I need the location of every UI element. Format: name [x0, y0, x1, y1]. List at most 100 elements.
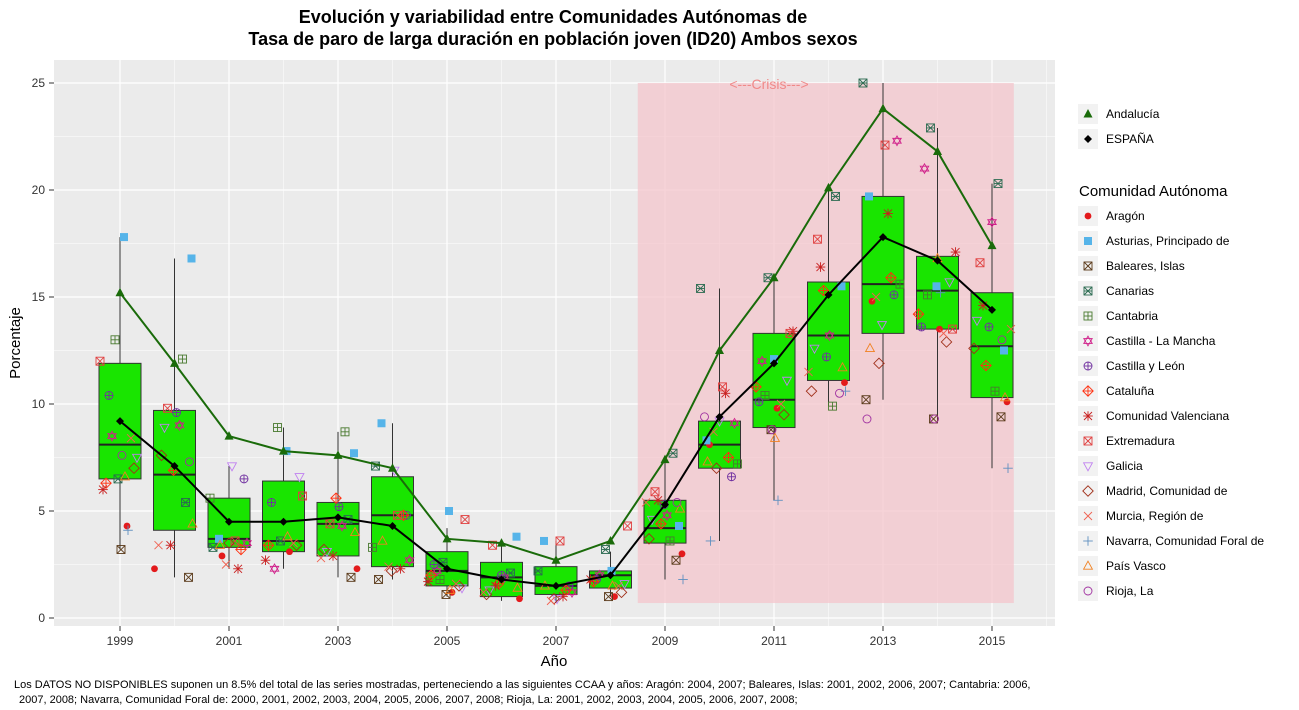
point-star6 — [107, 430, 117, 442]
legend-marker-dot — [1084, 212, 1092, 220]
point-boxcross — [113, 474, 123, 484]
series-marker-diamond — [497, 575, 506, 584]
x-tick-label: 2011 — [761, 634, 787, 648]
box-iqr — [861, 195, 905, 334]
point-circleplus — [429, 560, 439, 569]
legend-marker-plus — [1083, 536, 1093, 546]
series-marker-diamond — [279, 517, 288, 526]
point-dot — [1003, 398, 1011, 406]
legend-community-label: Cataluña — [1106, 384, 1154, 398]
point-diamond — [128, 462, 140, 475]
point-triangle — [512, 582, 523, 592]
series-marker-diamond — [933, 256, 942, 265]
point-star6 — [892, 135, 902, 147]
legend-marker-boxcross — [1083, 286, 1093, 296]
series-marker-triangle — [824, 182, 833, 192]
box-iqr — [752, 332, 796, 429]
series-marker-diamond — [715, 412, 724, 421]
point-asterisk — [423, 576, 433, 587]
point-boxplus — [828, 401, 837, 411]
legend-community-label: Cantabria — [1106, 309, 1158, 323]
legend-community-label: Comunidad Valenciana — [1106, 409, 1230, 423]
y-tick-label: 15 — [32, 290, 46, 304]
point-square — [187, 254, 196, 263]
point-star6 — [242, 537, 252, 549]
series-marker-triangle — [715, 345, 724, 354]
point-triangledown — [646, 515, 658, 526]
point-boxx2 — [298, 491, 307, 501]
point-circle — [117, 450, 127, 460]
point-boxx — [671, 555, 681, 565]
point-triangledown — [971, 316, 983, 327]
point-boxx2 — [650, 487, 660, 497]
point-triangledown — [456, 584, 468, 594]
point-x — [154, 540, 163, 550]
crisis-label: <---Crisis---> — [729, 76, 808, 92]
point-diamondplus — [722, 451, 735, 464]
legend-key-bg — [1078, 481, 1098, 501]
point-square — [865, 192, 873, 201]
point-boxcross — [601, 545, 610, 554]
series-marker-diamond — [824, 290, 833, 299]
point-diamond — [223, 537, 235, 549]
point-circle — [672, 497, 682, 507]
series-marker-triangle — [115, 287, 125, 297]
point-circle — [185, 457, 194, 467]
point-asterisk — [883, 208, 893, 219]
point-triangledown — [484, 586, 495, 596]
point-asterisk — [98, 484, 108, 495]
legend-marker-asterisk — [1083, 411, 1093, 421]
legend-marker-star6 — [1083, 335, 1093, 347]
legend-marker-triangle — [1083, 109, 1093, 118]
legend-community-label: Galicia — [1106, 459, 1143, 473]
point-x — [939, 329, 948, 338]
point-x — [221, 560, 231, 569]
legend-community-label: Asturias, Principado de — [1106, 234, 1230, 248]
legend-marker-boxx2 — [1083, 436, 1093, 446]
point-boxx2 — [880, 140, 890, 150]
legend-community-label: Extremadura — [1106, 434, 1175, 448]
point-boxplus — [178, 354, 187, 364]
x-tick-label: 2015 — [979, 634, 1006, 648]
point-diamond — [873, 357, 885, 370]
point-dot — [286, 548, 293, 556]
legend-community-label: Canarias — [1106, 284, 1154, 298]
point-circle — [835, 388, 844, 398]
point-dot — [151, 565, 158, 573]
point-diamond — [968, 342, 980, 355]
point-circleplus — [172, 408, 181, 418]
point-boxx — [374, 575, 383, 584]
x-tick-label: 2003 — [325, 634, 352, 648]
point-boxplus — [435, 575, 445, 584]
point-boxcross — [993, 179, 1003, 189]
point-boxx2 — [460, 515, 470, 525]
point-boxplus — [368, 542, 377, 552]
point-square — [120, 233, 128, 242]
footnote-line-1: Los DATOS NO DISPONIBLES suponen un 8.5%… — [14, 679, 1031, 691]
series-marker-triangle — [660, 454, 670, 464]
point-dot — [516, 595, 523, 603]
series-marker-diamond — [225, 517, 233, 526]
point-x — [614, 581, 623, 591]
series-marker-diamond — [552, 581, 560, 590]
legend-community-label: Murcia, Región de — [1106, 509, 1204, 523]
point-triangle — [864, 342, 876, 353]
point-triangle — [674, 503, 686, 513]
point-asterisk — [815, 262, 826, 272]
boxplot-2002 — [262, 427, 305, 569]
point-diamondplus — [262, 539, 275, 552]
legend-community-label: Baleares, Islas — [1106, 259, 1185, 273]
point-diamondplus — [397, 509, 410, 522]
series-marker-triangle — [279, 446, 288, 455]
x-tick-label: 2007 — [543, 634, 570, 648]
series-marker-diamond — [661, 500, 669, 509]
legend: Andalucía ESPAÑA Comunidad Autónoma Aragón A… — [1078, 104, 1264, 601]
chart-title-line-1: Evolución y variabilidad entre Comunidad… — [299, 7, 807, 27]
point-triangle — [282, 530, 293, 541]
point-triangledown — [619, 580, 630, 590]
point-circleplus — [239, 474, 249, 484]
point-x — [384, 562, 393, 571]
point-boxx — [996, 412, 1006, 422]
point-circleplus — [984, 322, 994, 332]
point-boxcross — [181, 497, 190, 507]
